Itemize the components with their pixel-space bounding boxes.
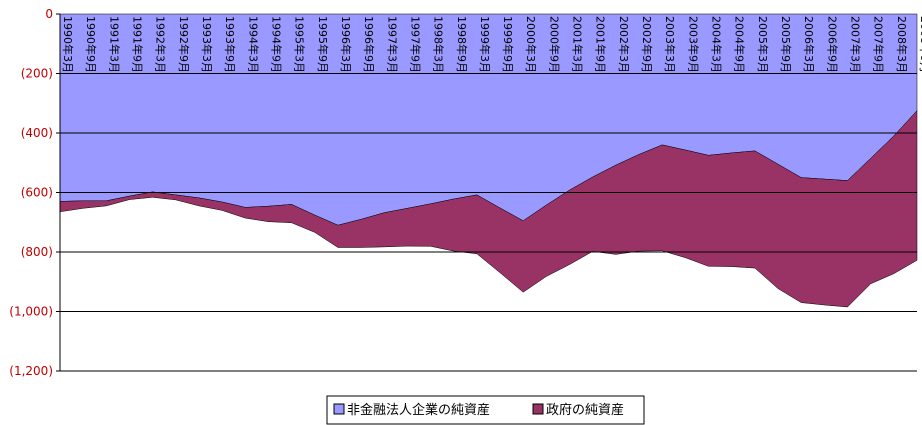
x-tick-label: 1998年3月 [432,16,446,73]
x-tick-label: 2003年9月 [686,16,700,73]
legend-swatch-series-1 [333,403,345,415]
x-tick-label: 2004年9月 [733,16,747,73]
area-series-2 [59,110,918,308]
x-tick-label: 2003年3月 [663,16,677,73]
x-tick-label: 2008年3月 [895,16,909,73]
grid-layer [60,73,917,312]
y-tick-label: 0 [45,7,53,21]
legend: 非金融法人企業の純資産 政府の純資産 [326,395,645,425]
x-tick-label: 1996年3月 [339,16,353,73]
x-tick-label: 1994年3月 [246,16,260,73]
x-tick-label: 2006年3月 [802,16,816,73]
x-tick-label: 1991年9月 [131,16,145,73]
x-tick-label: 1997年9月 [408,16,422,73]
y-tick-labels: 0 (200) (400) (600) (800) (1,000) (1,200) [9,7,60,378]
x-tick-label: 2000年9月 [547,16,561,73]
x-tick-label: 2000年3月 [524,16,538,73]
x-tick-label: 1994年9月 [270,16,284,73]
x-tick-label: 2006年9月 [825,16,839,73]
x-tick-label: 1998年9月 [455,16,469,73]
x-tick-label: 1991年3月 [107,16,121,73]
y-tick-label: (200) [21,67,53,81]
x-tick-label: 2005年3月 [756,16,770,73]
y-tick-label: (600) [21,186,53,200]
x-tick-label: 2007年3月 [849,16,863,73]
legend-box [326,395,645,425]
series-layer [59,13,918,308]
x-tick-label: 2001年9月 [594,16,608,73]
x-tick-labels: 1990年3月 1990年9月 1991年3月 1991年9月 1992年3月 1992年… [61,16,922,73]
x-tick-label: 1995年3月 [293,16,307,73]
y-tick-label: (400) [21,126,53,140]
y-tick-label: (800) [21,245,53,259]
legend-label-series-2: 政府の純資産 [546,402,624,418]
x-tick-label: 1992年9月 [177,16,191,73]
x-tick-label: 2001年3月 [571,16,585,73]
legend-swatch-series-2 [532,403,544,415]
y-tick-label: (1,200) [9,364,53,378]
x-tick-label: 2004年3月 [710,16,724,73]
x-tick-label: 1996年9月 [362,16,376,73]
x-tick-label: 1997年3月 [385,16,399,73]
x-tick-label: 1999年9月 [501,16,515,73]
x-tick-label: 2008年9月 [918,16,922,73]
x-tick-label: 1990年9月 [84,16,98,73]
x-tick-label: 2007年9月 [872,16,886,73]
x-tick-label: 2002年3月 [617,16,631,73]
x-tick-label: 1999年3月 [478,16,492,73]
legend-label-series-1: 非金融法人企業の純資産 [347,402,490,418]
x-tick-label: 1993年9月 [223,16,237,73]
x-tick-label: 1995年9月 [316,16,330,73]
y-tick-label: (1,000) [9,305,53,319]
x-tick-label: 1990年3月 [61,16,75,73]
x-tick-label: 2002年9月 [640,16,654,73]
x-tick-label: 1993年3月 [200,16,214,73]
x-tick-label: 1992年3月 [154,16,168,73]
x-tick-label: 2005年9月 [779,16,793,73]
